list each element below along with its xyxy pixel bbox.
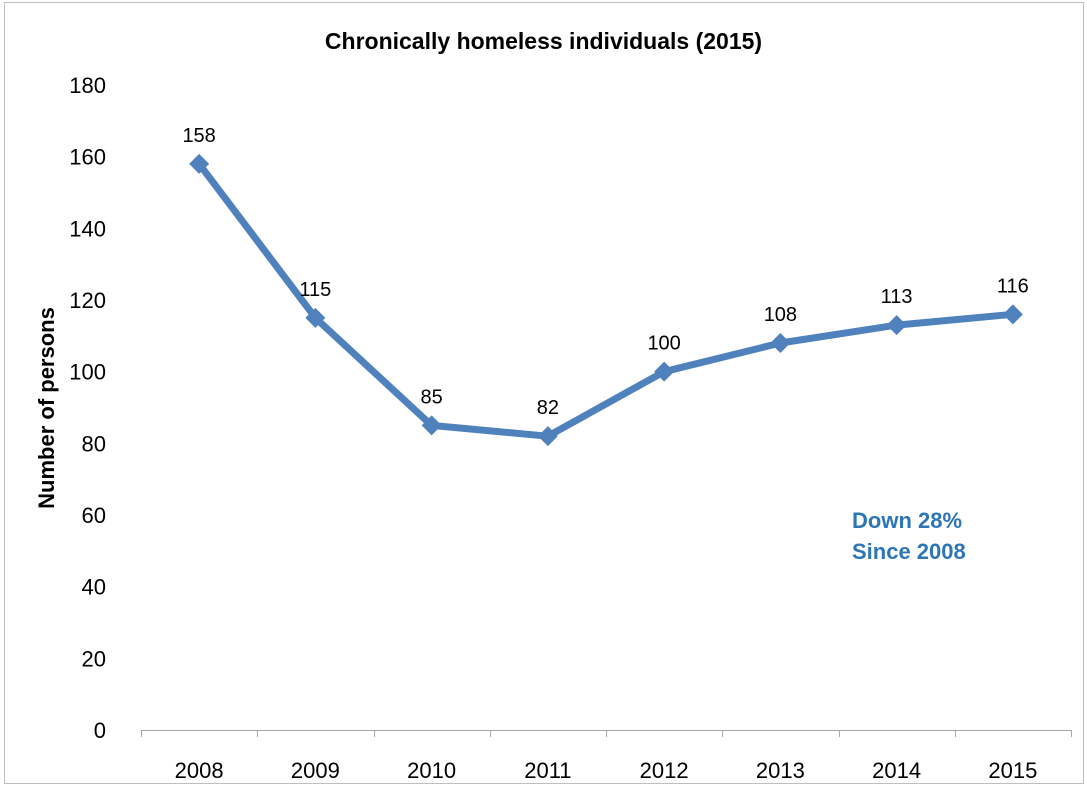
data-label: 115 (299, 279, 331, 301)
y-tick-label: 140 (69, 216, 106, 241)
change-annotation: Down 28% Since 2008 (852, 505, 966, 567)
data-label: 158 (182, 125, 215, 147)
data-label: 82 (537, 397, 559, 419)
data-point-marker (770, 333, 791, 353)
y-tick-label: 120 (69, 288, 106, 313)
series-line (195, 160, 1017, 440)
data-point-marker (189, 153, 210, 174)
chart-frame (4, 2, 1084, 784)
y-tick-label: 20 (82, 646, 106, 671)
y-tick-label: 180 (69, 73, 106, 98)
data-point-marker (886, 315, 907, 336)
x-tick-label: 2009 (291, 758, 340, 783)
y-tick-label: 40 (82, 575, 106, 600)
data-label: 100 (647, 333, 680, 355)
data-point-marker (305, 307, 326, 328)
data-point-marker (654, 361, 675, 382)
data-label: 113 (881, 286, 913, 308)
annotation-line-2: Since 2008 (852, 539, 966, 564)
y-tick-label: 80 (82, 431, 106, 456)
y-tick-label: 0 (94, 718, 106, 743)
x-tick-label: 2010 (407, 758, 456, 783)
data-point-marker (1002, 304, 1023, 325)
data-label: 116 (997, 275, 1029, 297)
y-tick-label: 100 (69, 360, 106, 385)
x-tick-label: 2008 (175, 758, 224, 783)
data-point-marker (537, 426, 558, 447)
x-tick-label: 2015 (988, 758, 1037, 783)
y-tick-label: 60 (82, 503, 106, 528)
x-tick-label: 2014 (872, 758, 921, 783)
data-label: 108 (764, 304, 797, 326)
x-tick-label: 2011 (524, 758, 571, 783)
chart-title: Chronically homeless individuals (2015) (324, 28, 763, 54)
x-tick-label: 2012 (640, 758, 689, 783)
y-tick-label: 160 (69, 145, 106, 170)
x-tick-label: 2013 (756, 758, 805, 783)
data-label: 85 (421, 386, 443, 408)
data-point-marker (421, 415, 442, 436)
annotation-line-1: Down 28% (852, 508, 963, 533)
